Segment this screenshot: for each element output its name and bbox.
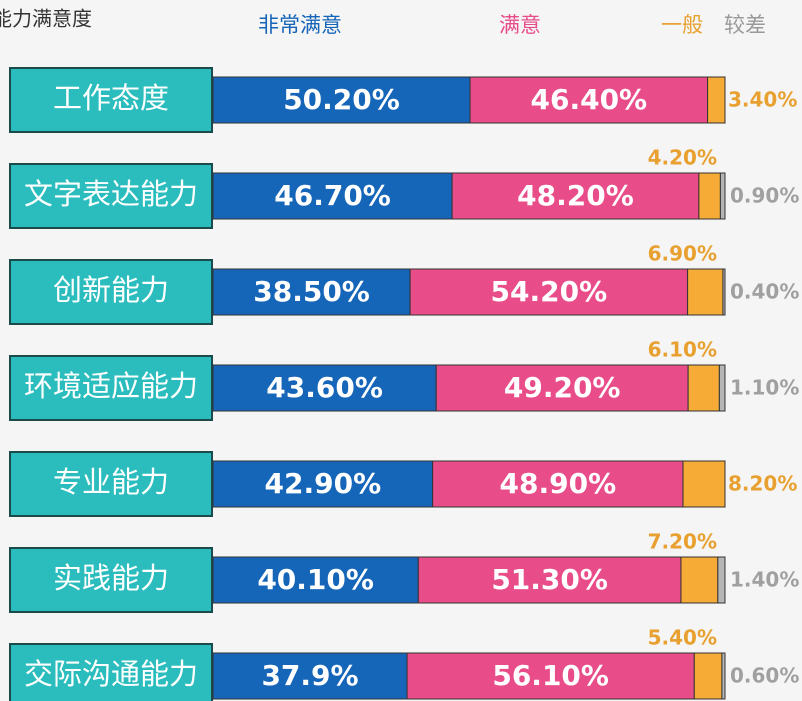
bar-segment [451,172,700,220]
category-box [9,547,213,613]
bar-segment [680,556,719,604]
bar-segment [406,652,695,700]
value-label: 4.20% [648,146,717,170]
category-box [9,67,213,133]
bar-segment [722,268,726,316]
bar-segment [212,652,408,700]
value-label: 3.40% [728,88,797,112]
bar-segment [687,364,720,412]
value-label: 1.10% [730,376,799,400]
bar-segment [721,652,726,700]
value-label: 1.40% [730,568,799,592]
category-box [9,259,213,325]
legend-label: 非常满意 [258,13,342,37]
legend-label: 一般 [661,13,703,37]
value-label: 43.60% [266,371,383,404]
bar-segment [409,268,689,316]
category-box [9,355,213,421]
value-label: 48.90% [500,467,617,500]
bar-segment [718,364,726,412]
category-label: 环境适应能力 [24,369,198,403]
value-label: 48.20% [517,179,634,212]
value-label: 46.40% [530,83,647,116]
category-label: 文字表达能力 [24,177,198,211]
value-label: 6.90% [648,242,717,266]
value-label: 54.20% [491,275,608,308]
value-label: 42.90% [265,467,382,500]
legend-label: 满意 [499,13,541,37]
value-label: 51.30% [491,563,608,596]
bar-segment [687,268,724,316]
category-box [9,643,213,701]
value-label: 0.60% [730,664,799,688]
chart-title: 能力满意度 [0,7,92,31]
category-label: 工作态度 [53,81,169,115]
bar-segment [212,76,471,124]
value-label: 46.70% [274,179,391,212]
value-label: 0.90% [730,184,799,208]
category-box [9,163,213,229]
bar-segment [435,364,689,412]
value-label: 40.10% [257,563,374,596]
bar-segment [719,172,726,220]
bar-segment [212,556,419,604]
bar-segment [212,268,411,316]
category-label: 实践能力 [53,561,169,595]
value-label: 5.40% [648,626,717,650]
bar-segment [212,172,453,220]
bar-segment [212,460,434,508]
value-label: 7.20% [648,530,717,554]
bar-segment [717,556,726,604]
value-label: 0.40% [730,280,799,304]
value-label: 49.20% [504,371,621,404]
bar-segment [707,76,726,124]
legend-label: 较差 [724,13,766,37]
bar-segment [693,652,723,700]
value-label: 6.10% [648,338,717,362]
category-box [9,451,213,517]
category-label: 专业能力 [53,465,169,499]
category-label: 创新能力 [53,273,169,307]
bar-segment [469,76,709,124]
bar-segment [682,460,726,508]
value-label: 37.9% [261,659,358,692]
value-label: 38.50% [253,275,370,308]
category-label: 交际沟通能力 [24,657,198,691]
value-label: 8.20% [728,472,797,496]
bar-segment [698,172,721,220]
value-label: 50.20% [283,83,400,116]
bar-segment [417,556,682,604]
value-label: 56.10% [492,659,609,692]
